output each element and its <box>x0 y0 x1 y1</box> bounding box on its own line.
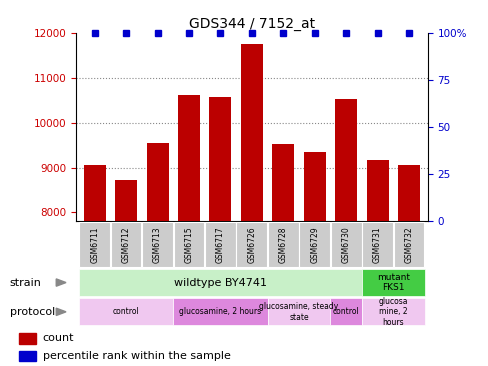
Bar <box>173 222 204 268</box>
Text: control: control <box>332 307 359 316</box>
Bar <box>299 222 329 268</box>
Text: percentile rank within the sample: percentile rank within the sample <box>42 351 230 361</box>
Bar <box>366 160 388 366</box>
Text: GSM6711: GSM6711 <box>90 227 99 263</box>
Bar <box>79 269 361 296</box>
Bar <box>393 222 424 268</box>
Text: protocol: protocol <box>10 307 55 317</box>
Text: GSM6717: GSM6717 <box>216 226 224 263</box>
Bar <box>334 99 356 366</box>
Bar <box>110 222 141 268</box>
Text: GSM6715: GSM6715 <box>184 226 193 263</box>
Bar <box>236 222 266 268</box>
Bar <box>79 298 173 325</box>
Text: glucosa
mine, 2
hours: glucosa mine, 2 hours <box>378 297 407 327</box>
Bar <box>361 298 424 325</box>
Bar <box>361 269 424 296</box>
Bar <box>83 165 105 366</box>
Bar <box>178 95 200 366</box>
Bar <box>267 222 298 268</box>
Text: GSM6728: GSM6728 <box>278 227 287 263</box>
Bar <box>173 298 267 325</box>
Text: strain: strain <box>10 277 41 288</box>
Text: control: control <box>113 307 139 316</box>
Bar <box>303 152 325 366</box>
Bar <box>330 298 361 325</box>
Text: count: count <box>42 333 74 343</box>
Bar <box>240 44 263 366</box>
Text: GSM6729: GSM6729 <box>309 226 319 263</box>
Bar <box>142 222 173 268</box>
Text: GSM6731: GSM6731 <box>372 226 381 263</box>
Text: GSM6732: GSM6732 <box>404 226 413 263</box>
Bar <box>115 180 137 366</box>
Text: glucosamine, steady
state: glucosamine, steady state <box>259 302 338 322</box>
Bar <box>204 222 235 268</box>
Bar <box>146 143 168 366</box>
Text: mutant
FKS1: mutant FKS1 <box>376 273 409 292</box>
Text: GSM6726: GSM6726 <box>247 226 256 263</box>
Title: GDS344 / 7152_at: GDS344 / 7152_at <box>188 16 314 30</box>
Bar <box>272 144 294 366</box>
Bar <box>19 351 36 361</box>
Bar <box>79 222 110 268</box>
Text: GSM6713: GSM6713 <box>153 226 162 263</box>
Bar <box>267 298 330 325</box>
Bar <box>397 165 419 366</box>
Text: glucosamine, 2 hours: glucosamine, 2 hours <box>179 307 261 316</box>
Text: GSM6712: GSM6712 <box>122 227 130 263</box>
Bar <box>330 222 361 268</box>
Text: GSM6730: GSM6730 <box>341 226 350 263</box>
Bar <box>19 333 36 344</box>
Bar <box>209 97 231 366</box>
Text: wildtype BY4741: wildtype BY4741 <box>174 277 266 288</box>
Bar <box>362 222 392 268</box>
